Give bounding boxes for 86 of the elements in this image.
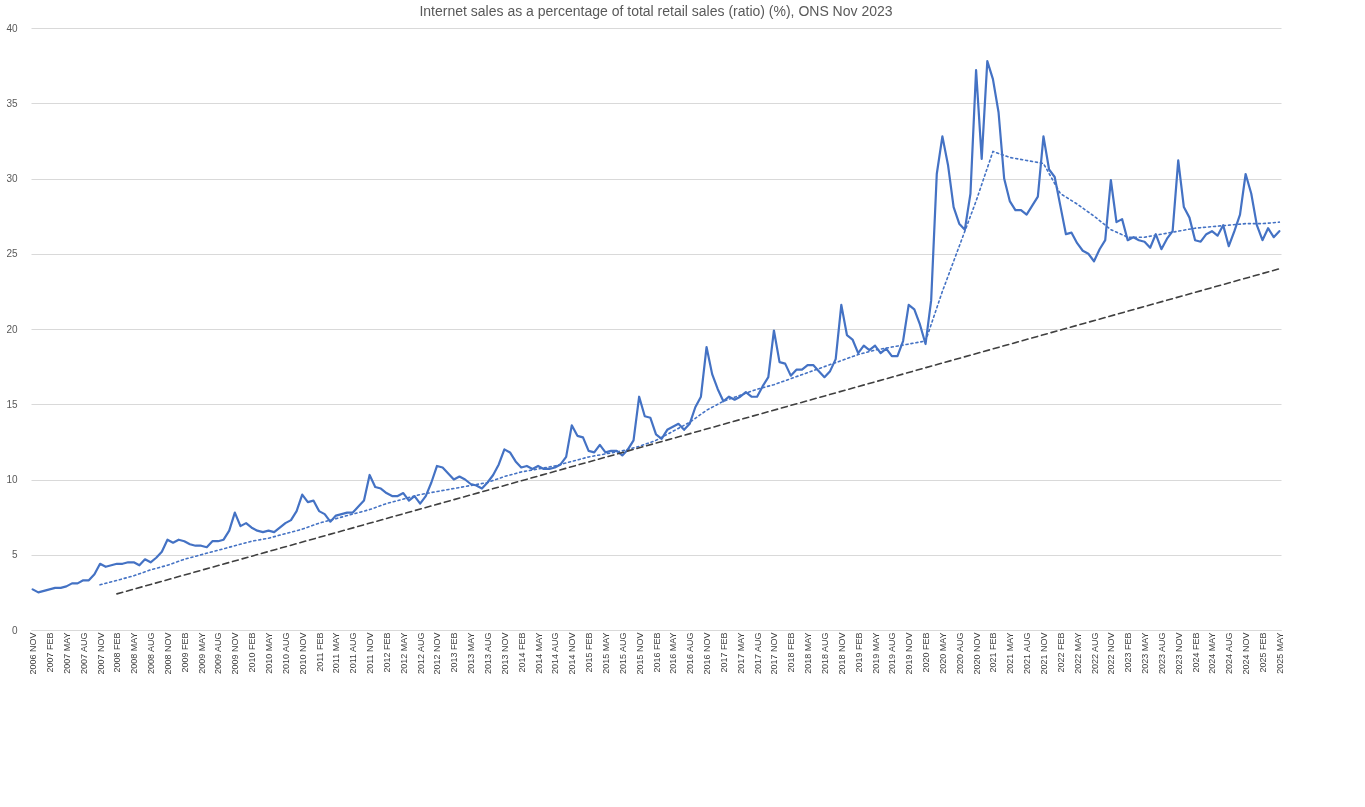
x-tick-label: 2019 AUG: [887, 632, 898, 675]
x-tick-label: 2021 AUG: [1022, 632, 1033, 675]
x-tick-label: 2007 MAY: [61, 632, 72, 674]
x-tick-label: 2017 NOV: [769, 632, 780, 675]
x-tick-label: 2021 MAY: [1005, 632, 1016, 674]
x-tick-label: 2009 NOV: [230, 632, 241, 675]
x-tick-label: 2018 NOV: [836, 632, 847, 675]
x-tick-label: 2014 MAY: [533, 632, 544, 674]
x-tick-label: 2008 AUG: [146, 632, 157, 675]
x-tick-label: 2017 FEB: [718, 632, 729, 673]
x-tick-label: 2020 AUG: [954, 632, 965, 675]
x-tick-label: 2024 NOV: [1241, 632, 1252, 675]
x-tick-label: 2013 AUG: [483, 632, 494, 675]
y-tick-label: 30: [6, 173, 18, 184]
x-tick-label: 2018 MAY: [803, 632, 814, 674]
x-tick-label: 2010 MAY: [264, 632, 275, 674]
x-tick-label: 2025 FEB: [1257, 632, 1268, 673]
x-tick-label: 2011 FEB: [314, 632, 325, 672]
x-tick-label: 2008 NOV: [162, 632, 173, 675]
x-tick-label: 2013 MAY: [466, 632, 477, 674]
x-tick-label: 2025 MAY: [1274, 632, 1285, 674]
x-tick-label: 2016 FEB: [651, 632, 662, 673]
x-tick-label: 2013 FEB: [449, 632, 460, 673]
x-tick-label: 2011 NOV: [365, 632, 376, 674]
x-tick-label: 2016 NOV: [702, 632, 713, 675]
x-tick-label: 2015 AUG: [617, 632, 628, 675]
x-tick-label: 2015 FEB: [584, 632, 595, 673]
x-tick-label: 2017 AUG: [752, 632, 763, 675]
x-tick-label: 2009 FEB: [179, 632, 190, 673]
x-tick-label: 2023 FEB: [1123, 632, 1134, 673]
x-tick-label: 2019 MAY: [870, 632, 881, 674]
line-series: [31, 60, 1281, 594]
y-tick-label: 10: [6, 474, 18, 485]
x-tick-label: 2008 FEB: [112, 632, 123, 673]
x-tick-label: 2023 NOV: [1173, 632, 1184, 675]
x-tick-label: 2019 NOV: [904, 632, 915, 675]
x-tick-label: 2006 NOV: [28, 632, 39, 675]
x-tick-label: 2017 MAY: [735, 632, 746, 674]
x-tick-label: 2009 MAY: [196, 632, 207, 674]
y-tick-label: 35: [6, 97, 18, 109]
x-tick-label: 2010 NOV: [297, 632, 308, 675]
x-tick-label: 2009 AUG: [213, 632, 224, 675]
x-tick-label: 2020 NOV: [971, 632, 982, 675]
x-tick-label: 2015 MAY: [600, 632, 611, 674]
x-tick-label: 2022 FEB: [1055, 632, 1066, 673]
x-tick-label: 2016 AUG: [685, 632, 696, 675]
x-tick-label: 2007 NOV: [95, 632, 106, 675]
x-tick-label: 2012 MAY: [398, 632, 409, 674]
x-tick-label: 2012 FEB: [381, 632, 392, 673]
x-tick-label: 2010 FEB: [247, 632, 258, 673]
y-tick-label: 25: [6, 248, 18, 260]
x-tick-label: 2007 AUG: [78, 632, 89, 675]
y-tick-label: 15: [6, 398, 18, 410]
x-tick-label: 2014 AUG: [550, 632, 561, 675]
x-tick-label: 2007 FEB: [45, 632, 56, 673]
x-tick-label: 2014 NOV: [567, 632, 578, 675]
x-tick-label: 2018 FEB: [786, 632, 797, 673]
x-tick-label: 2020 MAY: [937, 632, 948, 674]
chart-title: Internet sales as a percentage of total retail sales (ratio) (%), ONS Nov 2023: [419, 3, 893, 19]
x-tick-label: 2012 NOV: [432, 632, 443, 675]
y-tick-label: 5: [11, 549, 18, 561]
x-tick-label: 2023 AUG: [1156, 632, 1167, 675]
x-tick-label: 2023 MAY: [1140, 632, 1151, 674]
x-tick-label: 2014 FEB: [516, 632, 527, 673]
x-tick-label: 2016 MAY: [668, 632, 679, 674]
x-tick-label: 2008 MAY: [129, 632, 140, 674]
x-tick-label: 2012 AUG: [415, 632, 426, 675]
x-tick-label: 2022 NOV: [1106, 632, 1117, 675]
x-tick-label: 2022 AUG: [1089, 632, 1100, 675]
x-tick-label: 2013 NOV: [499, 632, 510, 675]
x-tick-label: 2018 AUG: [819, 632, 830, 675]
x-tick-label: 2019 FEB: [853, 632, 864, 673]
x-tick-label: 2010 AUG: [280, 632, 291, 675]
x-tick-label: 2024 AUG: [1224, 632, 1235, 675]
x-tick-label: 2024 FEB: [1190, 632, 1201, 673]
x-tick-label: 2011 AUG: [348, 632, 359, 674]
x-tick-label: 2015 NOV: [634, 632, 645, 675]
y-tick-label: 40: [6, 22, 18, 34]
x-tick-label: 2021 NOV: [1038, 632, 1049, 675]
x-tick-label: 2020 FEB: [921, 632, 932, 673]
x-tick-label: 2011 MAY: [331, 632, 342, 674]
y-tick-label: 20: [6, 323, 18, 335]
x-tick-label: 2021 FEB: [988, 632, 999, 673]
y-tick-label: 0: [11, 624, 18, 636]
x-tick-label: 2024 MAY: [1207, 632, 1218, 674]
x-tick-label: 2022 MAY: [1072, 632, 1083, 674]
